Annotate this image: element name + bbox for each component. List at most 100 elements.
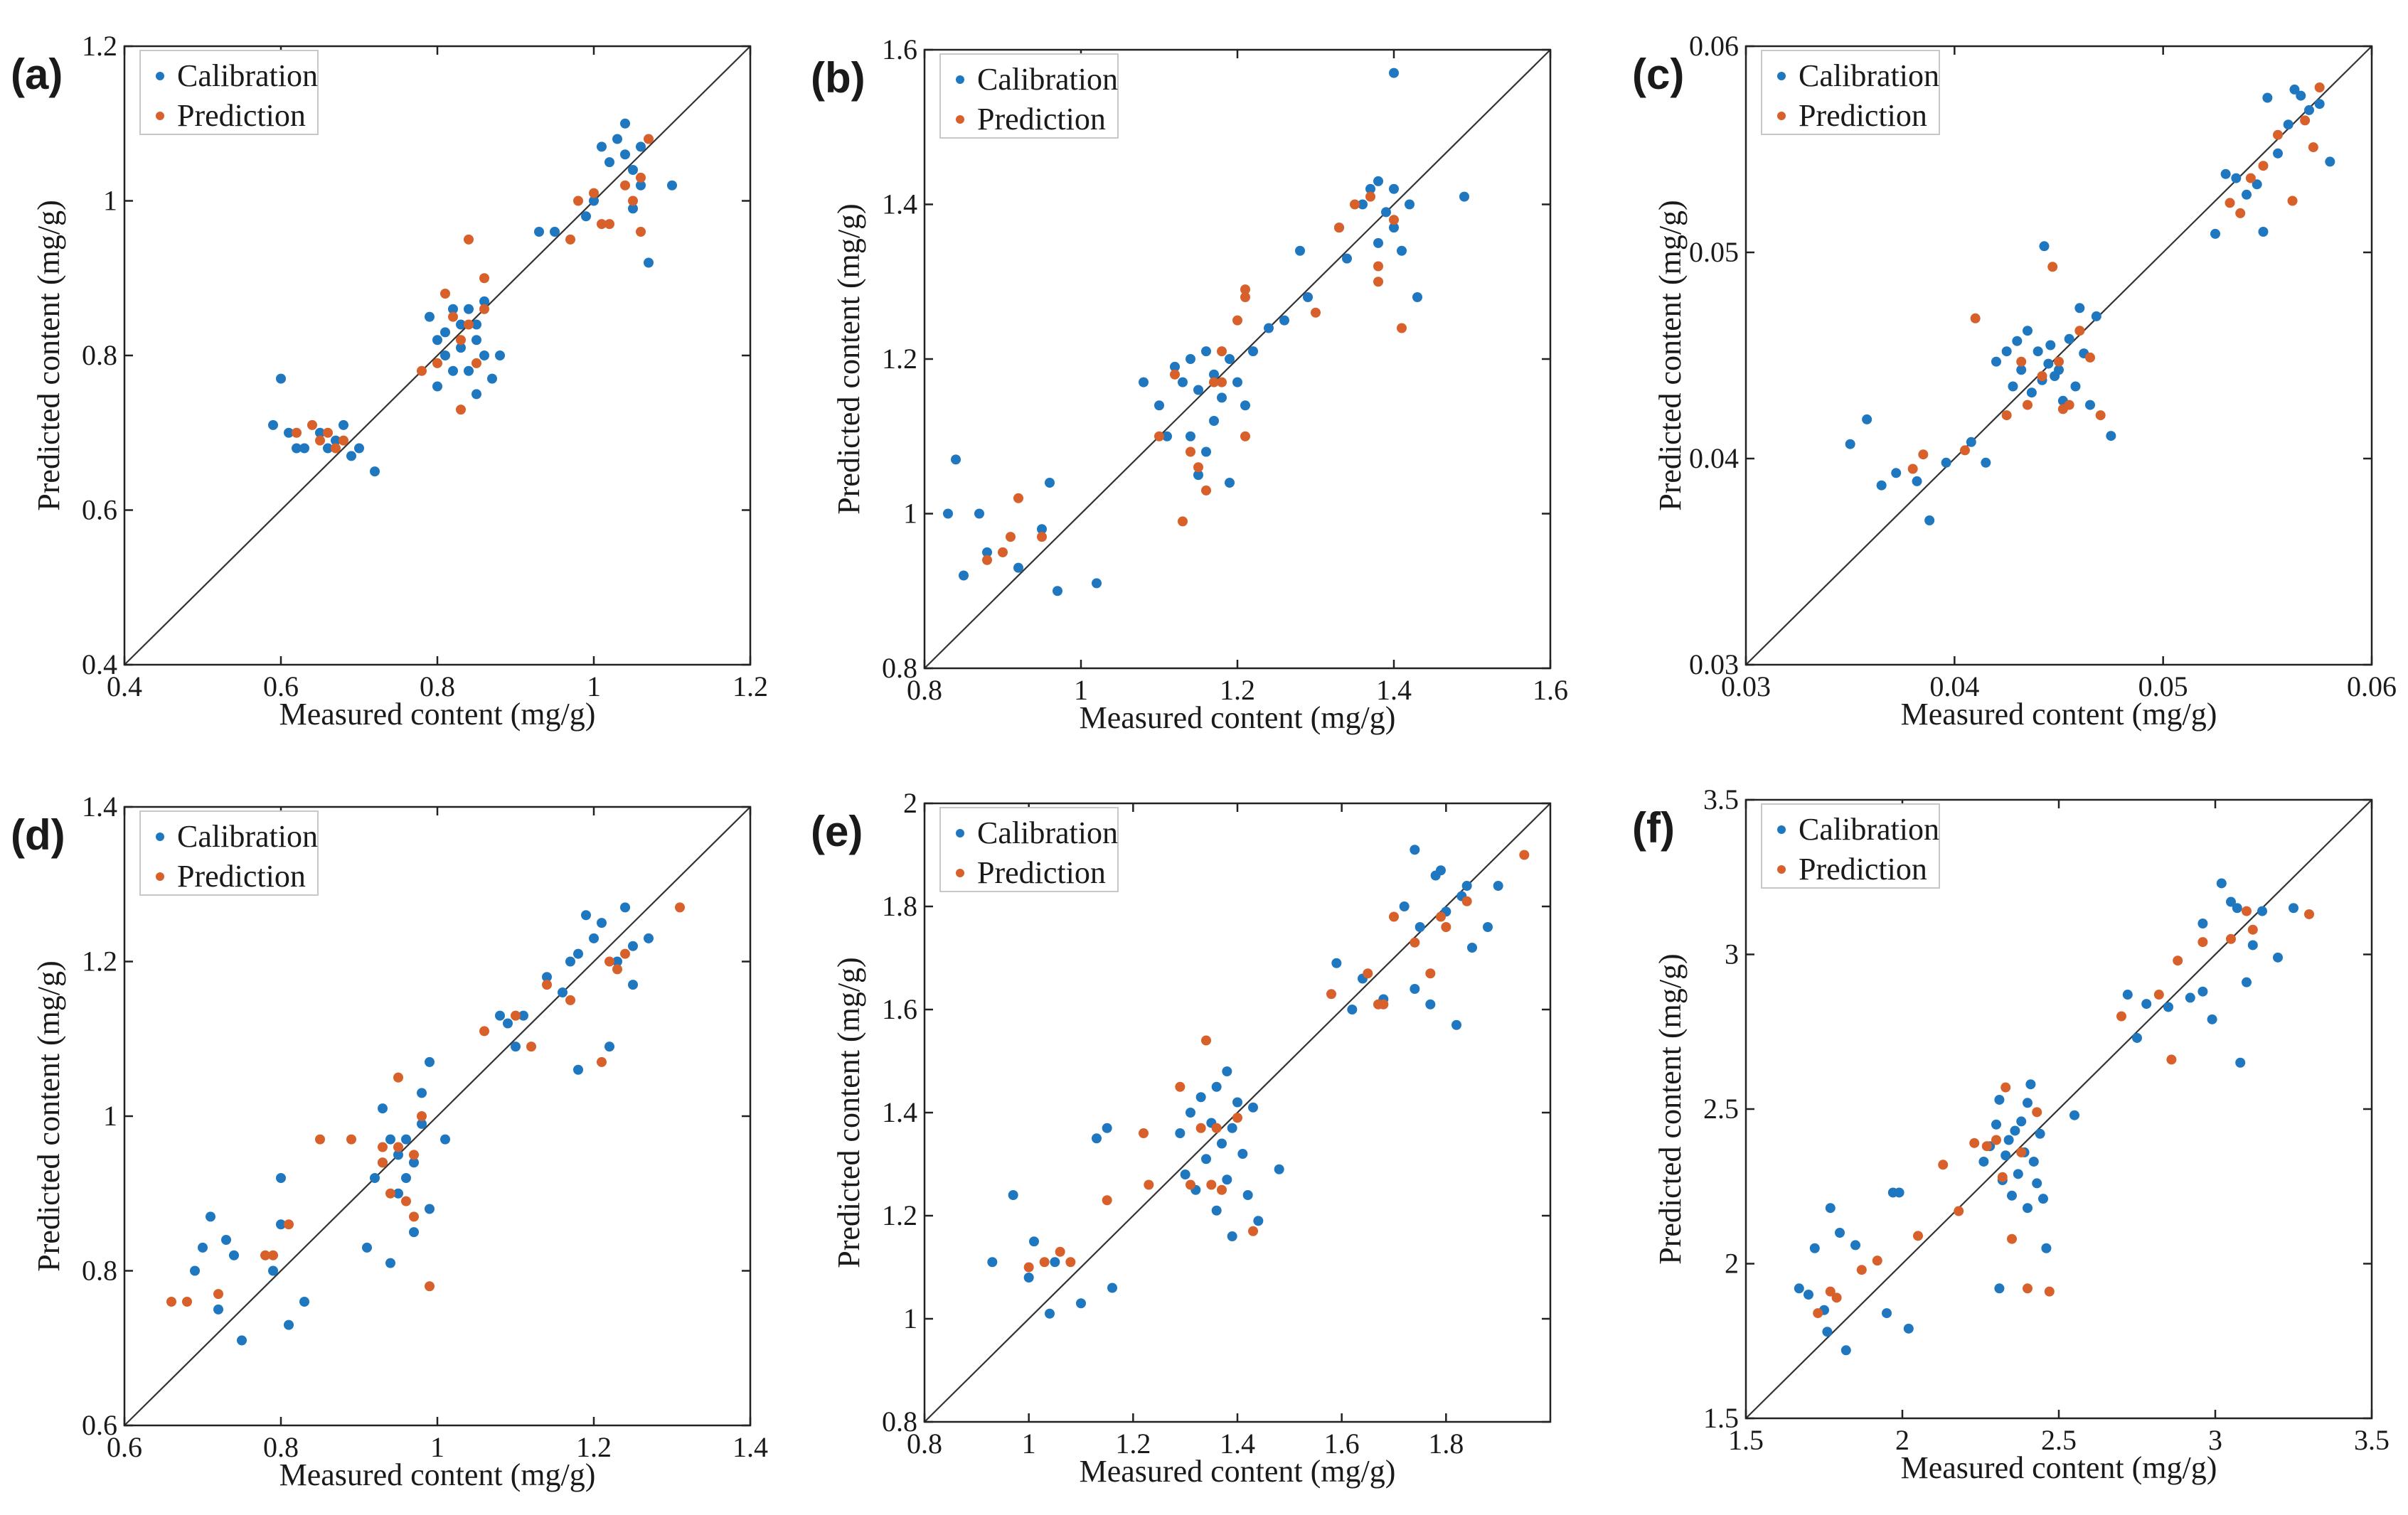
data-point (1201, 446, 1211, 457)
data-point (1227, 1231, 1237, 1241)
data-point (1994, 1094, 2005, 1105)
identity-line (1745, 799, 2372, 1419)
data-point (1144, 1179, 1154, 1190)
data-point (1295, 245, 1305, 256)
data-point (1170, 369, 1180, 380)
y-tick-label: 0.8 (82, 1255, 117, 1287)
data-point (2287, 196, 2298, 206)
data-point (1195, 1092, 1206, 1103)
data-point (2304, 909, 2314, 919)
legend-marker-calibration (1777, 825, 1786, 834)
data-point (1195, 1123, 1206, 1133)
series-calibration (268, 118, 677, 477)
data-point (2258, 161, 2269, 171)
data-point (1225, 354, 1235, 364)
data-point (190, 1265, 200, 1276)
data-point (1274, 1164, 1284, 1174)
data-point (268, 1265, 278, 1276)
data-point (385, 1188, 395, 1199)
data-point (1232, 1097, 1242, 1108)
legend-label-calibration: Calibration (177, 58, 318, 93)
data-point (1358, 199, 1368, 210)
data-point (1217, 1184, 1227, 1195)
data-point (276, 1219, 286, 1230)
data-point (982, 547, 992, 557)
data-point (1397, 245, 1407, 256)
data-point (1211, 1081, 1222, 1092)
data-point (2095, 410, 2106, 421)
data-point (2064, 400, 2074, 410)
data-point (1201, 1035, 1211, 1046)
data-point (2273, 129, 2283, 140)
data-point (2069, 1110, 2079, 1120)
x-tick-label: 1.2 (1220, 674, 1255, 706)
y-tick-label: 1.8 (882, 890, 917, 922)
data-point (1175, 1081, 1186, 1092)
data-point (1227, 1123, 1237, 1133)
data-point (2091, 311, 2101, 321)
data-point (1029, 1236, 1039, 1247)
y-tick-label: 1.4 (882, 188, 917, 220)
data-point (425, 311, 435, 322)
data-point (2247, 924, 2258, 935)
data-point (1170, 361, 1180, 372)
data-point (432, 335, 442, 346)
data-point (1006, 532, 1016, 542)
panel-label: (f) (1632, 804, 1675, 852)
data-point (1960, 445, 1970, 456)
y-tick-label: 1 (103, 1100, 117, 1132)
x-tick-label: 1.4 (1376, 674, 1412, 706)
data-point (1217, 392, 1227, 403)
data-point (1240, 284, 1250, 295)
data-point (1222, 1174, 1232, 1185)
data-point (2047, 262, 2058, 272)
data-point (565, 995, 575, 1005)
data-point (1222, 1066, 1232, 1076)
data-point (1981, 457, 1991, 468)
data-point (1389, 911, 1399, 922)
x-tick-label: 0.6 (263, 670, 299, 702)
data-point (1209, 377, 1219, 387)
x-tick-label: 0.06 (2347, 670, 2397, 702)
data-point (2016, 365, 2027, 375)
data-point (307, 419, 317, 430)
data-point (667, 180, 677, 191)
data-point (440, 289, 450, 299)
x-tick-label: 1.2 (1115, 1428, 1151, 1460)
data-point (2026, 387, 2037, 398)
data-point (2197, 919, 2208, 928)
data-point (597, 1056, 607, 1067)
legend: Calibration Prediction (939, 53, 1119, 139)
data-point (1970, 313, 1981, 323)
data-point (1912, 476, 1922, 486)
data-point (1835, 1228, 1845, 1238)
data-point (1405, 199, 1415, 210)
data-point (2173, 955, 2183, 966)
y-tick-label: 0.8 (82, 339, 117, 371)
data-point (1334, 223, 1344, 233)
identity-line (124, 806, 751, 1426)
data-point (636, 227, 646, 237)
series-calibration (190, 902, 654, 1346)
data-point (456, 405, 466, 415)
series-prediction (292, 134, 654, 454)
data-point (959, 570, 969, 581)
data-point (620, 118, 630, 129)
data-point (581, 211, 591, 222)
data-point (1217, 1138, 1227, 1149)
data-point (1065, 1257, 1076, 1268)
data-point (1008, 1190, 1018, 1200)
data-point (2043, 358, 2054, 369)
data-point (479, 273, 489, 284)
identity-line (124, 45, 751, 665)
data-point (393, 1150, 403, 1160)
data-point (2041, 1243, 2052, 1253)
data-point (2252, 179, 2262, 190)
data-point (472, 319, 481, 330)
data-point (299, 1297, 309, 1307)
data-point (1872, 1256, 1882, 1266)
data-point (1092, 578, 1102, 589)
data-point (2064, 333, 2074, 344)
data-point (597, 219, 607, 230)
data-point (636, 141, 646, 152)
